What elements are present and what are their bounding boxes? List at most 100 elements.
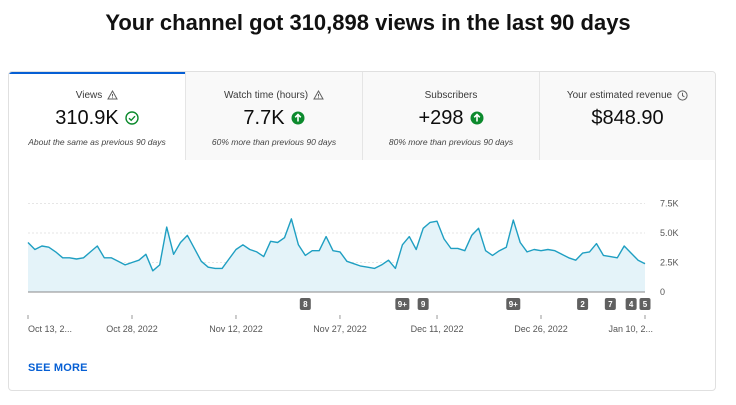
- data-point: [554, 250, 556, 252]
- data-point: [353, 263, 355, 265]
- page-title: Your channel got 310,898 views in the la…: [105, 10, 631, 35]
- tab-subscribers[interactable]: Subscribers +298 80% more than previous …: [362, 72, 539, 160]
- annotation-label: 8: [303, 300, 308, 309]
- data-point: [429, 222, 431, 224]
- annotation-label: 2: [580, 300, 585, 309]
- annotation-label: 9+: [509, 300, 518, 309]
- data-point: [263, 256, 265, 258]
- data-point: [201, 261, 203, 263]
- metric-tabs: Views 310.9K About the same as previous …: [9, 72, 715, 160]
- analytics-card: Views 310.9K About the same as previous …: [8, 71, 716, 391]
- data-point: [610, 256, 612, 258]
- data-point: [291, 218, 293, 220]
- data-point: [596, 243, 598, 245]
- data-point: [221, 268, 223, 270]
- data-point: [124, 264, 126, 266]
- data-point: [575, 259, 577, 261]
- data-point: [589, 251, 591, 253]
- data-point: [214, 268, 216, 270]
- annotation-badge: [299, 298, 311, 310]
- views-line: [27, 218, 646, 272]
- annotation-badge: [577, 298, 589, 310]
- data-point: [83, 257, 85, 259]
- tab-watch-time-value: 7.7K: [243, 106, 285, 129]
- y-tick-label: 0: [660, 287, 665, 297]
- data-point: [402, 244, 404, 246]
- data-point: [69, 257, 71, 259]
- data-point: [249, 249, 251, 251]
- x-tick-label: Oct 28, 2022: [106, 324, 158, 334]
- x-tick-label: Oct 13, 2...: [28, 324, 72, 334]
- data-point: [506, 246, 508, 248]
- data-point: [457, 248, 459, 250]
- data-point: [270, 240, 272, 242]
- data-point: [166, 226, 168, 228]
- data-point: [242, 244, 244, 246]
- data-point: [159, 264, 161, 266]
- data-point: [395, 268, 397, 270]
- tab-watch-time-title: Watch time (hours): [223, 89, 309, 101]
- annotation-label: 9+: [398, 300, 407, 309]
- data-point: [464, 250, 466, 252]
- data-point: [145, 253, 147, 255]
- data-point: [284, 237, 286, 239]
- data-point: [623, 245, 625, 247]
- data-point: [519, 242, 521, 244]
- annotation-badge: [506, 298, 521, 310]
- tab-estimated-revenue[interactable]: Your estimated revenue $848.90: [539, 72, 715, 160]
- annotation-badge: [604, 298, 616, 310]
- data-point: [485, 250, 487, 252]
- data-point: [90, 251, 92, 253]
- annotation-label: 9: [421, 300, 426, 309]
- data-point: [103, 257, 105, 259]
- tab-revenue-value: $848.90: [591, 106, 664, 129]
- data-point: [41, 245, 43, 247]
- tab-subscribers-value: +298: [418, 106, 464, 129]
- data-point: [630, 252, 632, 254]
- data-point: [346, 261, 348, 263]
- data-point: [62, 257, 64, 259]
- data-point: [616, 257, 618, 259]
- data-point: [48, 246, 50, 248]
- annotation-label: 4: [629, 300, 634, 309]
- x-tick-label: Dec 26, 2022: [514, 324, 568, 334]
- views-area-chart[interactable]: 7.5K 5.0K 2.5K 0 8 9+ 9 9+ 2 7 4 5 Oct 13, 2... Oct 2…: [9, 160, 715, 340]
- y-tick-label: 7.5K: [660, 199, 679, 209]
- data-point: [360, 265, 362, 267]
- annotation-badge: [395, 298, 410, 310]
- data-point: [422, 228, 424, 230]
- warning-triangle-icon: [313, 90, 324, 100]
- data-point: [207, 266, 209, 268]
- x-tick-label: Jan 10, 2...: [608, 324, 653, 334]
- data-point: [131, 262, 133, 264]
- check-circle-icon: [124, 111, 139, 125]
- data-point: [325, 236, 327, 238]
- data-point: [526, 251, 528, 253]
- data-point: [180, 242, 182, 244]
- data-point: [55, 251, 57, 253]
- data-point: [228, 258, 230, 260]
- data-point: [408, 236, 410, 238]
- data-point: [332, 250, 334, 252]
- data-point: [152, 270, 154, 272]
- see-more-link[interactable]: SEE MORE: [28, 362, 88, 374]
- tab-views[interactable]: Views 310.9K About the same as previous …: [9, 72, 185, 160]
- arrow-up-circle-icon: [470, 111, 484, 125]
- tab-watch-time[interactable]: Watch time (hours) 7.7K 60% more than pr…: [185, 72, 362, 160]
- data-point: [436, 220, 438, 222]
- data-point: [187, 235, 189, 237]
- data-point: [194, 248, 196, 250]
- data-point: [381, 264, 383, 266]
- annotation-label: 5: [643, 300, 648, 309]
- data-point: [34, 249, 36, 251]
- tab-views-title: Views: [75, 89, 103, 101]
- y-tick-label: 2.5K: [660, 258, 679, 268]
- annotation-badge: [417, 298, 429, 310]
- data-point: [305, 255, 307, 257]
- tab-subscribers-title: Subscribers: [424, 89, 478, 101]
- data-point: [318, 250, 320, 252]
- data-point: [450, 248, 452, 250]
- data-point: [561, 253, 563, 255]
- data-point: [97, 245, 99, 247]
- annotation-badge: [639, 298, 651, 310]
